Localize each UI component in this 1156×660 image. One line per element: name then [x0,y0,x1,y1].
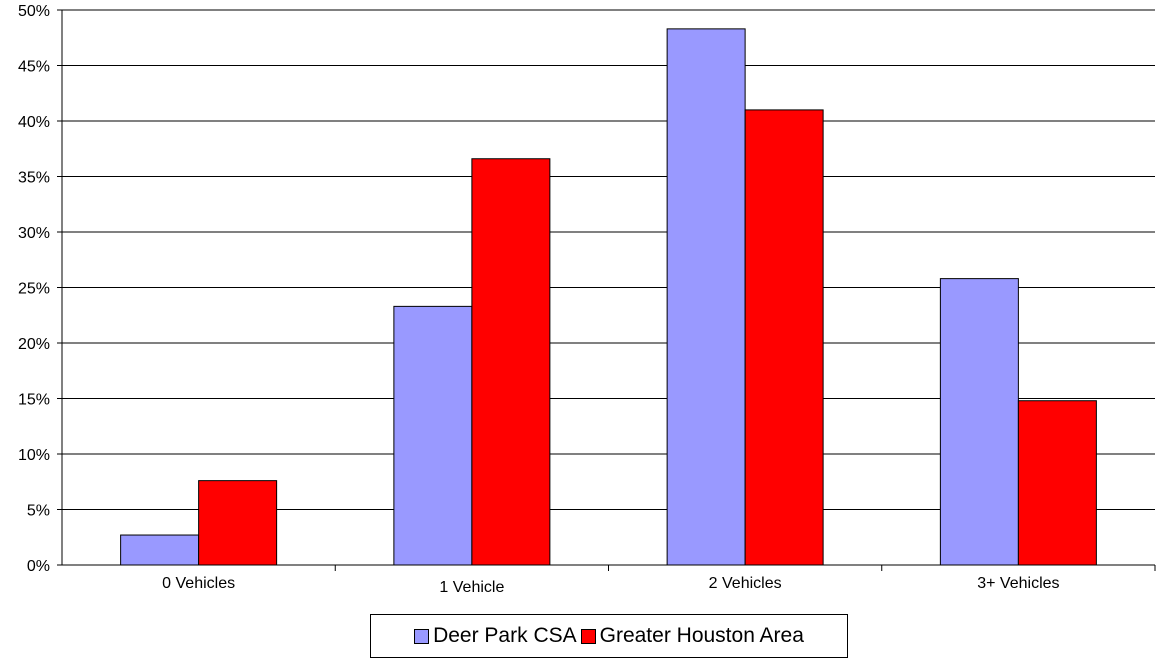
legend-label-deer-park: Deer Park CSA [433,624,577,647]
x-axis-ticks: 0 Vehicles 1 Vehicle 2 Vehicles 3+ Vehicles [162,565,1156,596]
y-tick-label: 45% [18,59,50,76]
y-tick-label: 5% [27,503,50,520]
x-tick-label: 0 Vehicles [162,575,235,592]
legend: Deer Park CSA Greater Houston Area [370,614,848,658]
y-tick-label: 10% [18,447,50,464]
y-axis-ticks: 0% 5% 10% 15% 20% 25% 30% 35% 40% 45% 50% [18,3,62,575]
bars [120,28,1097,566]
y-tick-label: 0% [27,558,50,575]
y-tick-label: 35% [18,170,50,187]
bar-deer-park [939,278,1019,566]
x-tick-label: 3+ Vehicles [977,575,1059,592]
x-tick-label: 1 Vehicle [439,579,504,596]
legend-swatch-greater-houston [580,628,596,644]
y-tick-label: 15% [18,392,50,409]
bar-chart: 0% 5% 10% 15% 20% 25% 30% 35% 40% 45% 50% 0 Vehicl… [18,3,1156,596]
legend-swatch-deer-park [414,628,430,644]
y-tick-label: 30% [18,225,50,242]
bar-greater-houston [744,109,824,566]
bar-deer-park [393,305,473,566]
y-tick-label: 20% [18,336,50,353]
y-tick-label: 50% [18,3,50,20]
legend-item-deer-park: Deer Park CSA [414,624,577,648]
bar-greater-houston [1017,400,1097,566]
x-tick-label: 2 Vehicles [709,575,782,592]
gridlines [62,9,1155,510]
y-tick-label: 25% [18,281,50,298]
y-tick-label: 40% [18,114,50,131]
legend-label-greater-houston: Greater Houston Area [599,624,804,647]
legend-item-greater-houston: Greater Houston Area [580,624,804,648]
bar-deer-park [666,28,746,566]
bar-greater-houston [198,480,278,566]
bar-greater-houston [471,158,551,566]
bar-deer-park [120,534,200,566]
